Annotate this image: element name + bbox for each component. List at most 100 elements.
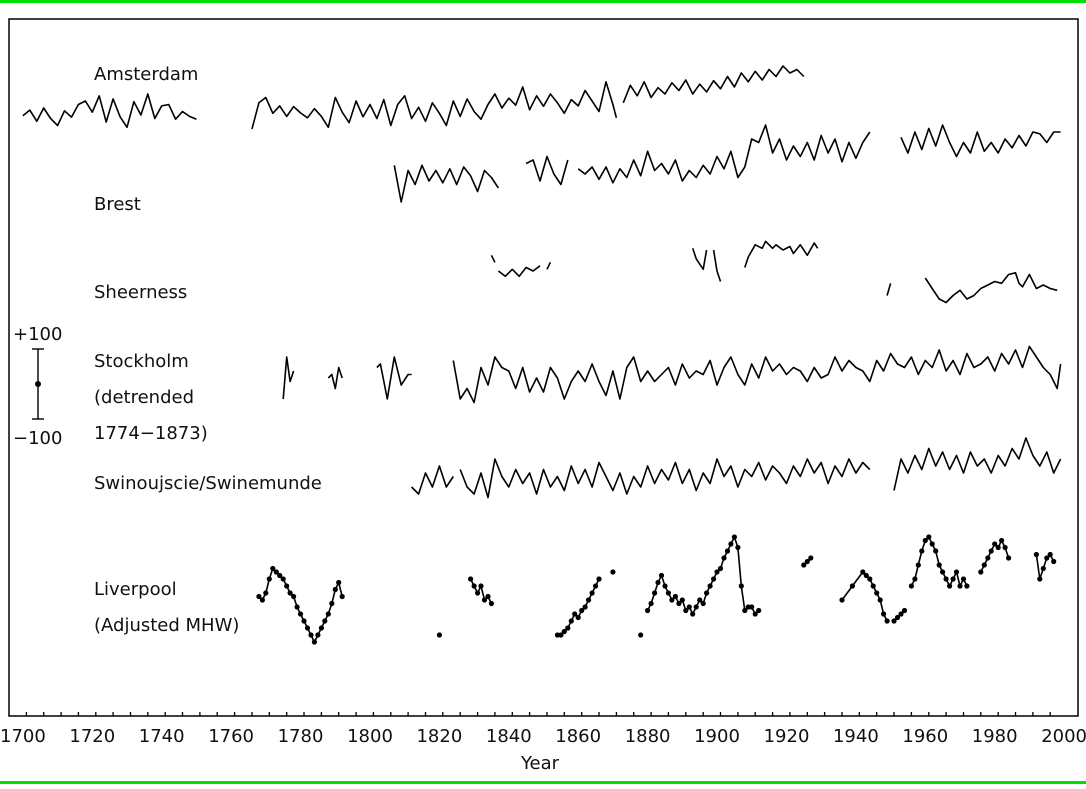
liverpool-point-0-10	[291, 593, 297, 600]
liverpool-point-2-0	[468, 576, 474, 582]
liverpool-point-12-2	[1040, 565, 1046, 572]
sheerness-segment-7	[744, 240, 819, 268]
x-tick-label-1780: 1780	[278, 726, 324, 747]
liverpool-point-7-1	[804, 558, 810, 565]
liverpool-point-0-18	[318, 625, 324, 631]
liverpool-point-10-14	[957, 583, 963, 589]
liverpool-point-10-11	[947, 583, 953, 589]
liverpool-point-0-15	[308, 632, 314, 638]
liverpool-point-9-0	[891, 618, 897, 624]
liverpool-point-9-2	[898, 611, 904, 617]
series-label-stockholm-line-2: 1774−1873)	[94, 423, 208, 444]
liverpool-point-10-9	[940, 569, 946, 575]
x-axis: 1700 1720 1740 1760 1780 1800 1820 1840 1860 1880…	[0, 712, 1086, 747]
liverpool-point-0-16	[311, 639, 317, 645]
liverpool-point-6-14	[693, 604, 699, 610]
liverpool-point-10-16	[964, 583, 970, 589]
liverpool-point-6-6	[665, 590, 672, 596]
scale-bar-bottom-label: −100	[13, 428, 62, 449]
liverpool-point-5-0	[638, 632, 644, 638]
liverpool-point-3-2	[561, 628, 567, 635]
liverpool-point-12-3	[1044, 555, 1050, 561]
series-amsterdam	[22, 65, 805, 130]
liverpool-point-6-16	[700, 600, 706, 607]
liverpool-point-3-5	[572, 611, 578, 617]
liverpool-point-3-8	[582, 604, 588, 610]
liverpool-point-2-6	[488, 600, 494, 607]
liverpool-point-6-28	[742, 607, 748, 614]
liverpool-point-6-10	[679, 597, 685, 603]
series-label-swinoujscie-swinemunde: Swinoujscie/Swinemunde	[94, 473, 322, 494]
liverpool-point-0-23	[336, 579, 342, 586]
liverpool-point-8-5	[870, 583, 876, 589]
liverpool-point-6-4	[658, 572, 665, 579]
swinoujscie-swinemunde-segment-0	[411, 465, 454, 495]
x-tick-label-1960: 1960	[902, 726, 948, 747]
liverpool-point-6-26	[735, 544, 741, 551]
scale-bar: +100 −100	[13, 324, 62, 449]
series-swinoujscie-swinemunde	[411, 437, 1062, 499]
sheerness-segment-2	[490, 254, 496, 263]
liverpool-point-0-14	[304, 625, 311, 631]
series-label-sheerness: Sheerness	[94, 282, 187, 303]
liverpool-point-0-3	[266, 576, 272, 582]
series-stockholm	[282, 345, 1062, 404]
liverpool-point-6-2	[652, 590, 658, 596]
liverpool-point-12-0	[1033, 551, 1039, 558]
liverpool-point-6-21	[717, 565, 724, 572]
series-label-brest: Brest	[94, 194, 141, 215]
x-tick-label-1760: 1760	[208, 726, 254, 747]
liverpool-point-9-1	[894, 614, 901, 621]
liverpool-point-10-15	[960, 576, 967, 582]
sheerness-segment-3	[497, 265, 541, 278]
liverpool-point-6-8	[672, 593, 679, 600]
brest-segment-1	[525, 155, 569, 186]
liverpool-point-8-3	[863, 572, 869, 579]
liverpool-point-0-20	[325, 611, 331, 617]
liverpool-point-0-22	[332, 586, 338, 593]
x-tick-label-1740: 1740	[139, 726, 185, 747]
liverpool-point-4-0	[610, 569, 616, 575]
plot-frame	[8, 18, 1079, 717]
liverpool-point-11-5	[995, 544, 1001, 551]
liverpool-point-11-4	[992, 541, 998, 547]
liverpool-point-10-1	[912, 576, 918, 582]
sheerness-segment-0	[886, 283, 892, 296]
liverpool-point-10-5	[926, 534, 932, 540]
liverpool-point-0-9	[287, 590, 293, 596]
liverpool-point-10-0	[908, 583, 915, 589]
x-tick-label-1940: 1940	[833, 726, 879, 747]
sheerness-segment-4	[546, 261, 552, 270]
liverpool-point-11-8	[1006, 555, 1012, 561]
sheerness-segment-5	[691, 248, 708, 271]
sheerness-segment-6	[712, 249, 722, 282]
liverpool-point-6-12	[686, 604, 692, 610]
liverpool-point-3-9	[586, 597, 592, 603]
liverpool-point-6-13	[690, 611, 696, 617]
liverpool-point-2-5	[485, 593, 491, 600]
series-label-amsterdam: Amsterdam	[94, 64, 198, 85]
liverpool-point-8-6	[874, 590, 880, 596]
x-tick-label-1800: 1800	[347, 726, 393, 747]
liverpool-point-6-0	[645, 607, 651, 614]
liverpool-point-11-6	[999, 537, 1005, 544]
liverpool-point-3-6	[575, 614, 581, 621]
liverpool-point-8-4	[867, 576, 873, 582]
liverpool-point-0-2	[263, 590, 269, 596]
series-label-liverpool-line-1: (Adjusted MHW)	[94, 615, 239, 636]
liverpool-point-8-0	[839, 597, 845, 603]
liverpool-point-9-3	[901, 607, 908, 614]
liverpool-point-0-5	[273, 569, 279, 575]
liverpool-point-6-1	[648, 600, 654, 607]
liverpool-point-0-1	[259, 597, 265, 603]
liverpool-point-11-7	[1002, 544, 1008, 551]
stockholm-segment-3	[452, 345, 1062, 404]
liverpool-point-0-19	[322, 618, 328, 624]
liverpool-point-11-3	[988, 548, 994, 554]
liverpool-point-10-7	[933, 548, 939, 554]
brest-segment-3	[900, 124, 1061, 158]
amsterdam-segment-0	[22, 93, 197, 129]
liverpool-point-2-1	[471, 583, 477, 589]
